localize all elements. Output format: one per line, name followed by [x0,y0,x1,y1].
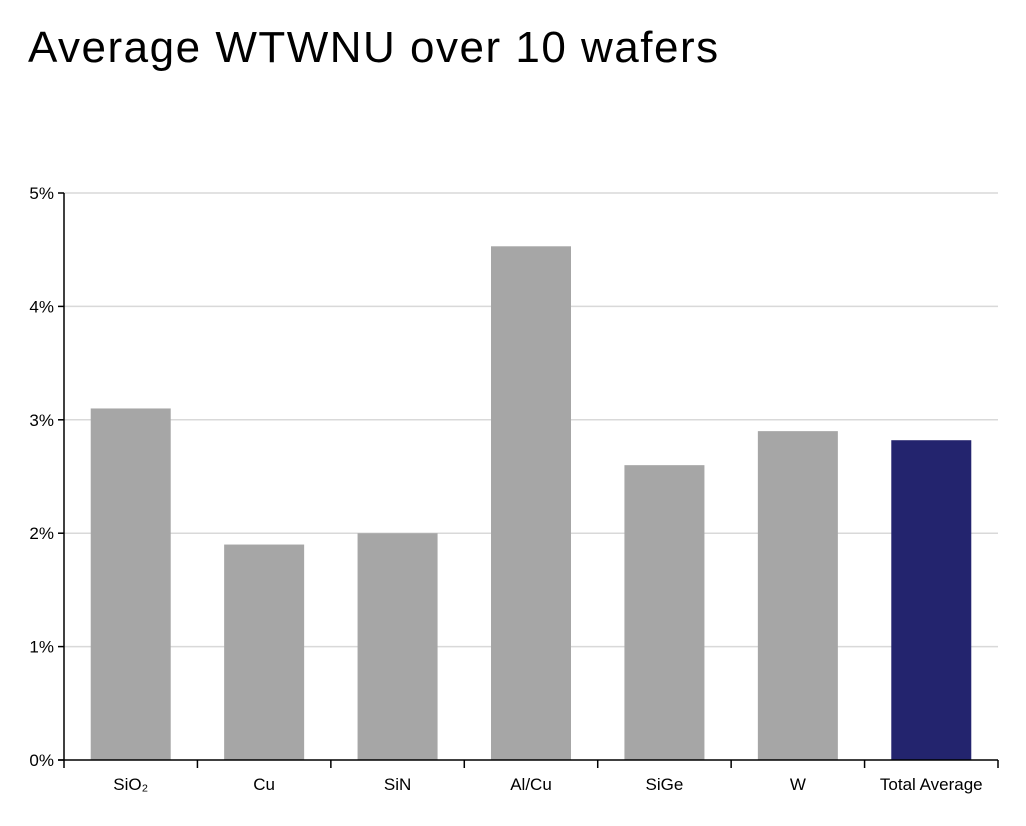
bar [224,544,305,760]
chart-title: Average WTWNU over 10 wafers [28,23,720,72]
x-tick-label: Al/Cu [510,775,552,794]
y-tick-label: 5% [29,184,54,203]
x-tick-label: SiO₂ [113,775,148,794]
y-tick-label: 0% [29,751,54,770]
x-tick-label: SiN [384,775,411,794]
y-tick-label: 2% [29,524,54,543]
x-tick-label: SiGe [646,775,684,794]
bars [90,246,972,761]
x-tick-label: Cu [253,775,275,794]
x-tick-label: W [790,775,806,794]
bar [357,533,438,760]
bar [90,408,171,760]
bar [757,431,838,760]
bar [624,465,705,760]
axes [58,192,999,768]
bar [891,440,972,760]
x-tick-label: Total Average [880,775,983,794]
y-tick-label: 4% [29,297,54,316]
tick-labels: 0% 1% 2% 3% 4% 5% SiO₂ Cu SiN Al/Cu SiGe W Total Ave… [29,184,982,794]
y-tick-label: 1% [29,638,54,657]
bar [491,246,571,761]
y-tick-label: 3% [29,411,54,430]
